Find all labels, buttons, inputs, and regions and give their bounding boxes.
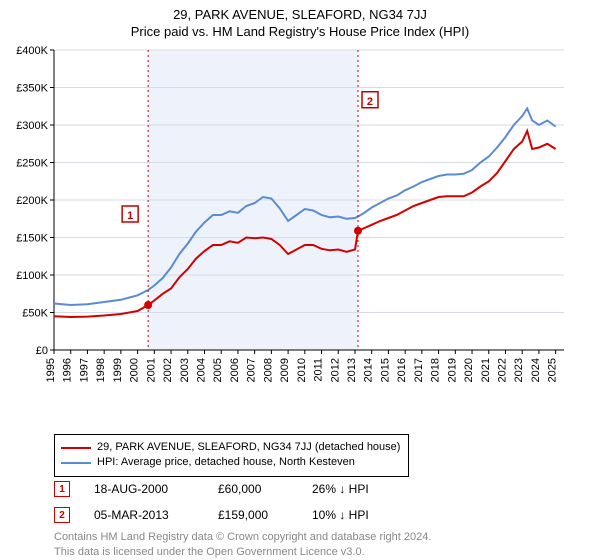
svg-text:2012: 2012 xyxy=(329,358,341,382)
svg-text:2000: 2000 xyxy=(129,358,141,382)
svg-text:2003: 2003 xyxy=(179,358,191,382)
svg-text:2019: 2019 xyxy=(446,358,458,382)
sale-delta: 26% ↓ HPI xyxy=(312,482,402,496)
legend-swatch xyxy=(61,447,91,449)
attribution-line-2: This data is licensed under the Open Gov… xyxy=(54,545,431,560)
svg-text:2023: 2023 xyxy=(513,358,525,382)
sale-price: £159,000 xyxy=(218,508,288,522)
svg-text:2020: 2020 xyxy=(463,358,475,382)
svg-text:2002: 2002 xyxy=(162,358,174,382)
sale-delta: 10% ↓ HPI xyxy=(312,508,402,522)
svg-text:2024: 2024 xyxy=(530,358,542,382)
svg-text:2017: 2017 xyxy=(413,358,425,382)
svg-text:2016: 2016 xyxy=(396,358,408,382)
svg-text:2014: 2014 xyxy=(363,358,375,382)
legend-label: HPI: Average price, detached house, Nort… xyxy=(97,455,355,470)
svg-text:2018: 2018 xyxy=(430,358,442,382)
svg-text:2025: 2025 xyxy=(547,358,559,382)
svg-text:2008: 2008 xyxy=(262,358,274,382)
svg-text:£50K: £50K xyxy=(22,308,48,320)
svg-text:2011: 2011 xyxy=(313,358,325,382)
svg-text:2004: 2004 xyxy=(195,358,207,382)
sales-table: 1 18-AUG-2000 £60,000 26% ↓ HPI 2 05-MAR-2013… xyxy=(54,476,402,528)
svg-text:1997: 1997 xyxy=(78,358,90,382)
svg-text:1: 1 xyxy=(127,210,133,222)
legend-label: 29, PARK AVENUE, SLEAFORD, NG34 7JJ (det… xyxy=(97,440,400,455)
sale-price: £60,000 xyxy=(218,482,288,496)
svg-text:£100K: £100K xyxy=(16,270,48,282)
legend: 29, PARK AVENUE, SLEAFORD, NG34 7JJ (det… xyxy=(54,434,409,477)
svg-text:2013: 2013 xyxy=(346,358,358,382)
sale-date: 18-AUG-2000 xyxy=(94,482,194,496)
attribution-line-1: Contains HM Land Registry data © Crown c… xyxy=(54,530,431,545)
sale-marker-box: 1 xyxy=(54,481,70,497)
svg-text:2021: 2021 xyxy=(480,358,492,382)
svg-text:2: 2 xyxy=(367,96,373,108)
sale-row: 2 05-MAR-2013 £159,000 10% ↓ HPI xyxy=(54,502,402,528)
svg-text:2001: 2001 xyxy=(145,358,157,382)
svg-text:1995: 1995 xyxy=(45,358,57,382)
sale-date: 05-MAR-2013 xyxy=(94,508,194,522)
sale-marker-box: 2 xyxy=(54,507,70,523)
price-hpi-chart: £0 £50K £100K £150K £200K £250K £300K £350K £400… xyxy=(0,42,600,472)
chart-title: 29, PARK AVENUE, SLEAFORD, NG34 7JJ xyxy=(0,0,600,24)
chart-container: 29, PARK AVENUE, SLEAFORD, NG34 7JJ Pric… xyxy=(0,0,600,560)
svg-text:£200K: £200K xyxy=(16,195,48,207)
sale-row: 1 18-AUG-2000 £60,000 26% ↓ HPI xyxy=(54,476,402,502)
svg-text:2009: 2009 xyxy=(279,358,291,382)
svg-text:1996: 1996 xyxy=(62,358,74,382)
svg-text:£400K: £400K xyxy=(16,45,48,57)
svg-text:£300K: £300K xyxy=(16,120,48,132)
svg-text:1999: 1999 xyxy=(112,358,124,382)
svg-text:2007: 2007 xyxy=(246,358,258,382)
svg-text:1998: 1998 xyxy=(95,358,107,382)
chart-subtitle: Price paid vs. HM Land Registry's House … xyxy=(0,24,600,43)
svg-text:£250K: £250K xyxy=(16,158,48,170)
svg-text:£150K: £150K xyxy=(16,233,48,245)
svg-text:£0: £0 xyxy=(36,345,48,357)
svg-text:2022: 2022 xyxy=(496,358,508,382)
svg-text:2015: 2015 xyxy=(379,358,391,382)
attribution-text: Contains HM Land Registry data © Crown c… xyxy=(54,530,431,560)
legend-swatch xyxy=(61,462,91,464)
svg-text:2010: 2010 xyxy=(296,358,308,382)
svg-text:£350K: £350K xyxy=(16,83,48,95)
svg-text:2006: 2006 xyxy=(229,358,241,382)
legend-item: HPI: Average price, detached house, Nort… xyxy=(61,455,400,470)
legend-item: 29, PARK AVENUE, SLEAFORD, NG34 7JJ (det… xyxy=(61,440,400,455)
svg-text:2005: 2005 xyxy=(212,358,224,382)
